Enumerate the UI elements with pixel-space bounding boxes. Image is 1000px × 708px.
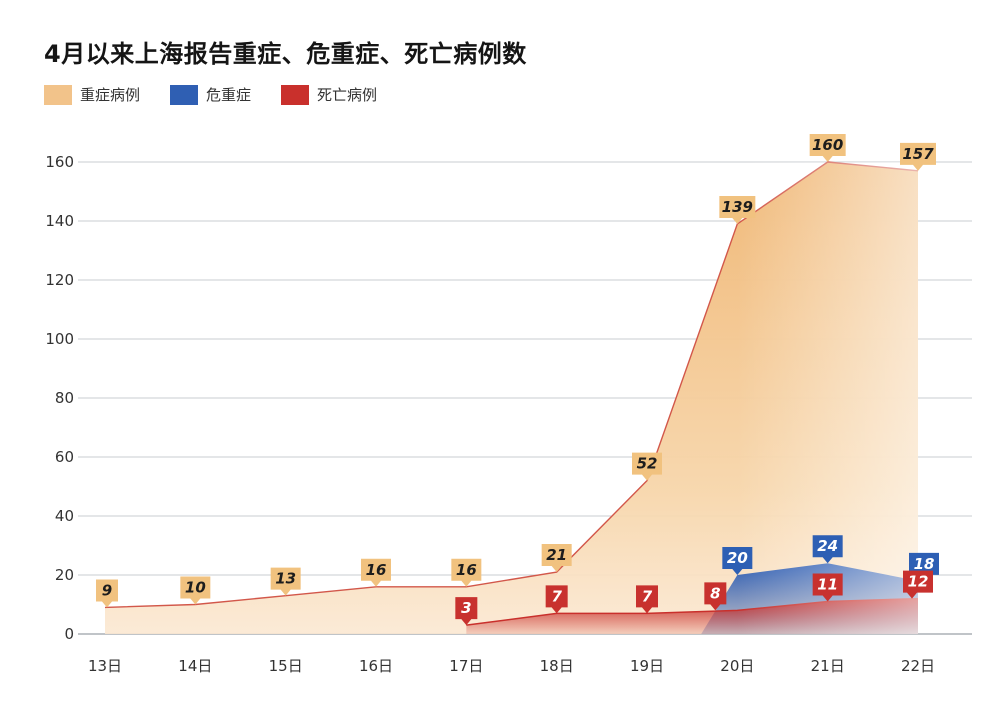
- label-deaths-text: 7: [551, 587, 562, 605]
- y-tick-label: 140: [45, 212, 74, 230]
- label-severe-text: 52: [637, 455, 658, 473]
- y-tick-label: 80: [55, 389, 74, 407]
- label-critical-bg: [722, 547, 753, 575]
- label-deaths-text: 11: [817, 576, 838, 594]
- label-severe: 157: [900, 142, 936, 171]
- x-tick-label: 16日: [359, 657, 393, 675]
- chart-title: 4月以来上海报告重症、危重症、死亡病例数: [44, 40, 527, 68]
- label-severe: 13: [270, 567, 301, 596]
- label-deaths: 8: [704, 582, 727, 611]
- label-severe: 21: [541, 544, 572, 573]
- label-critical-text: 18: [914, 555, 935, 573]
- label-severe: 9: [96, 579, 118, 608]
- axis-layer: 0 20 40 60 80 100 120 140 160 13日 14日 15日 16日 17日 18日 1…: [45, 153, 935, 675]
- label-severe-bg: [632, 452, 662, 481]
- y-tick-label: 100: [45, 330, 74, 348]
- label-severe-text: 21: [546, 546, 567, 564]
- label-critical: 24: [812, 535, 843, 564]
- legend-item-deaths: 死亡病例: [281, 84, 377, 105]
- x-tick-label: 18日: [540, 657, 574, 675]
- y-tick-label: 20: [55, 566, 74, 584]
- label-severe: 16: [451, 558, 482, 587]
- label-severe-text: 160: [812, 136, 843, 154]
- label-critical: 20: [722, 547, 753, 575]
- label-deaths-bg: [545, 585, 568, 614]
- label-deaths: 11: [812, 573, 843, 602]
- x-tick-label: 21日: [811, 657, 845, 675]
- label-deaths-text: 3: [461, 599, 471, 617]
- label-deaths-bg: [903, 570, 933, 599]
- y-tick-label: 60: [55, 448, 74, 466]
- legend-label-critical: 危重症: [206, 86, 252, 104]
- label-severe-bg: [809, 134, 846, 162]
- label-deaths-bg: [455, 597, 478, 626]
- label-severe-text: 16: [456, 561, 477, 579]
- x-tick-label: 15日: [269, 657, 303, 675]
- x-tick-label: 17日: [449, 657, 483, 675]
- label-deaths: 3: [455, 597, 478, 626]
- label-severe-text: 139: [722, 198, 753, 216]
- label-critical-text: 24: [817, 537, 838, 555]
- label-severe-text: 10: [185, 579, 206, 597]
- label-deaths-bg: [704, 582, 727, 611]
- area-severe: [105, 162, 918, 634]
- x-tick-label: 22日: [901, 657, 935, 675]
- label-severe-bg: [900, 142, 936, 171]
- x-tick-label: 20日: [720, 657, 754, 675]
- x-tick-label: 19日: [630, 657, 664, 675]
- legend-swatch-deaths: [281, 84, 310, 105]
- legend-swatch-critical: [170, 84, 199, 105]
- label-severe-text: 9: [102, 581, 112, 599]
- label-deaths: 7: [636, 585, 658, 614]
- area-fade: [737, 162, 918, 634]
- legend: 重症病例 危重症 死亡病例: [44, 84, 407, 105]
- label-severe: 139: [719, 195, 756, 224]
- label-deaths-bg: [636, 585, 658, 614]
- label-layer: 9 10 13 16 16 21 52 139 160 157 20 24 18 3 7 7 8 11 12: [96, 134, 939, 626]
- legend-label-deaths: 死亡病例: [317, 86, 378, 104]
- label-severe: 52: [632, 452, 662, 481]
- label-deaths-text: 8: [710, 584, 720, 602]
- label-deaths: 7: [545, 585, 568, 614]
- label-severe: 160: [809, 134, 846, 162]
- label-severe-bg: [361, 558, 391, 587]
- x-tick-label: 13日: [88, 657, 122, 675]
- label-severe: 10: [180, 576, 211, 605]
- label-severe-text: 157: [902, 145, 934, 163]
- label-severe-bg: [451, 558, 482, 587]
- label-deaths-text: 7: [642, 587, 653, 605]
- label-deaths-text: 12: [908, 573, 929, 591]
- x-tick-label: 14日: [178, 657, 212, 675]
- legend-item-severe: 重症病例: [44, 84, 140, 105]
- label-severe-bg: [541, 544, 572, 573]
- label-deaths-bg: [812, 573, 843, 602]
- label-severe-bg: [719, 195, 756, 224]
- y-tick-label: 120: [45, 271, 74, 289]
- label-critical-text: 20: [727, 549, 748, 567]
- label-severe-bg: [270, 567, 301, 596]
- label-severe-bg: [96, 579, 118, 608]
- label-severe-text: 13: [275, 570, 296, 588]
- legend-item-critical: 危重症: [170, 84, 251, 105]
- y-tick-label: 160: [45, 153, 74, 171]
- label-severe-bg: [180, 576, 211, 605]
- area-layer: [104, 161, 919, 634]
- y-tick-label: 0: [64, 625, 74, 643]
- legend-swatch-severe: [44, 84, 72, 105]
- legend-label-severe: 重症病例: [80, 86, 141, 104]
- label-severe: 16: [361, 558, 391, 587]
- label-critical-bg: [812, 535, 843, 564]
- label-severe-text: 16: [366, 561, 387, 579]
- y-tick-label: 40: [55, 507, 74, 525]
- label-deaths: 12: [903, 570, 933, 599]
